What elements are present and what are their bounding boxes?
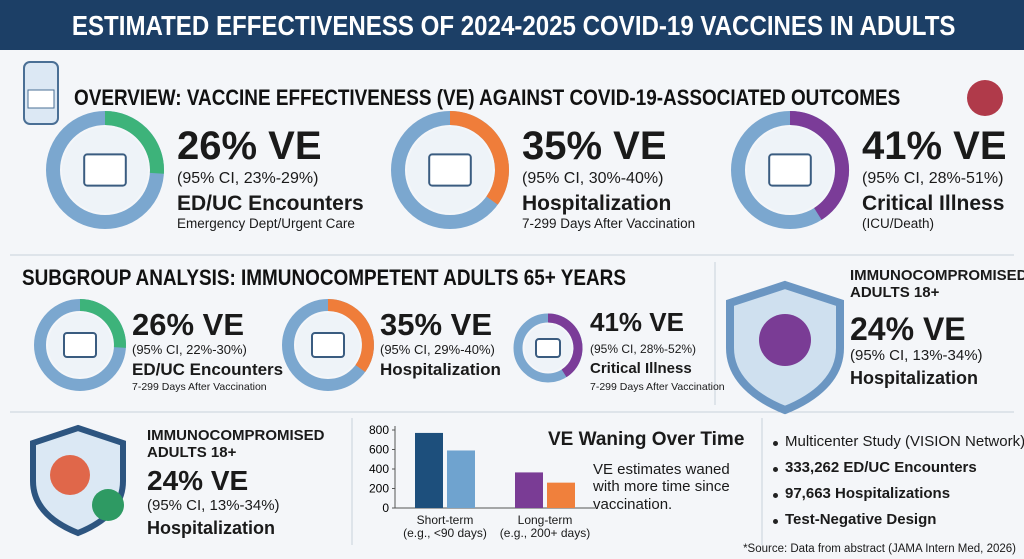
- outcome: Hospitalization: [147, 518, 276, 538]
- note: (ICU/Death): [862, 216, 935, 231]
- donut-arc: [79, 299, 126, 348]
- ve-label: 41% VE: [590, 307, 684, 337]
- section-heading: OVERVIEW: VACCINE EFFECTIVENESS (VE) AGA…: [74, 85, 1024, 110]
- bar: [547, 482, 575, 508]
- ve-label: 41% VE: [862, 124, 1007, 168]
- y-tick-label: 0: [382, 501, 389, 515]
- vial-label: [27, 89, 55, 109]
- title-bar: [0, 0, 1024, 50]
- outcome: Hospitalization: [522, 192, 672, 215]
- bar: [415, 432, 443, 508]
- bullet: [773, 493, 778, 498]
- outcome: ED/UC Encounters: [132, 360, 284, 379]
- study-item: Multicenter Study (VISION Network): [785, 433, 1024, 450]
- icon: [83, 153, 127, 187]
- note: 7-299 Days After Vaccination: [522, 216, 696, 231]
- note: Emergency Dept/Urgent Care: [177, 216, 355, 231]
- heading: IMMUNOCOMPROMISED ADULTS 18+: [147, 427, 325, 461]
- ve-label: 35% VE: [380, 307, 493, 342]
- note: 7-299 Days After Vaccination: [590, 381, 725, 393]
- chart-note: VE estimates waned with more time since …: [593, 461, 730, 513]
- bar: [515, 472, 543, 508]
- y-tick-label: 600: [369, 443, 389, 457]
- ve-label: 35% VE: [522, 124, 667, 168]
- check-icon: [92, 489, 124, 521]
- ve-label: 24% VE: [850, 311, 966, 347]
- x-tick-label: Short-term (e.g., <90 days): [403, 513, 487, 541]
- outcome: ED/UC Encounters: [177, 192, 364, 215]
- ci: (95% CI, 29%-40%): [380, 342, 495, 357]
- donut-arc: [547, 313, 583, 378]
- icon: [428, 153, 472, 187]
- study-item: Test-Negative Design: [785, 511, 937, 528]
- title-text: ESTIMATED EFFECTIVENESS OF 2024-2025 COV…: [71, 10, 956, 41]
- ve-label: 26% VE: [177, 124, 322, 168]
- bar: [447, 450, 475, 508]
- study-item: 97,663 Hospitalizations: [785, 485, 951, 502]
- outcome: Critical Illness: [590, 360, 692, 377]
- ve-label: 24% VE: [147, 465, 249, 496]
- bullet: [773, 519, 778, 524]
- donut-arc: [789, 111, 849, 220]
- heading: IMMUNOCOMPROMISED ADULTS 18+: [850, 267, 1024, 301]
- virus-icon: [759, 314, 811, 366]
- ve-label: 26% VE: [132, 307, 245, 342]
- heading-text: OVERVIEW: VACCINE EFFECTIVENESS (VE) AGA…: [74, 85, 901, 110]
- ci: (95% CI, 13%-34%): [850, 347, 983, 364]
- study-item: 333,262 ED/UC Encounters: [785, 459, 977, 476]
- ci: (95% CI, 22%-30%): [132, 342, 247, 357]
- ci: (95% CI, 28%-52%): [590, 342, 697, 356]
- outcome: Hospitalization: [380, 360, 501, 379]
- section-heading: SUBGROUP ANALYSIS: IMMUNOCOMPETENT ADULT…: [22, 265, 724, 290]
- donut-arc: [327, 299, 374, 373]
- virus-icon: [967, 80, 1003, 116]
- bullet: [773, 441, 778, 446]
- ci: (95% CI, 23%-29%): [177, 170, 319, 187]
- outcome: Critical Illness: [862, 192, 1005, 215]
- donut-arc: [104, 111, 164, 174]
- donut-arc: [449, 111, 509, 205]
- icon: [311, 332, 345, 358]
- source: *Source: Data from abstract (JAMA Intern…: [743, 543, 1016, 555]
- ci: (95% CI, 28%-51%): [862, 170, 1004, 187]
- y-tick-label: 800: [369, 423, 389, 437]
- bullet: [773, 467, 778, 472]
- icon: [63, 332, 97, 358]
- y-tick-label: 200: [369, 482, 389, 496]
- virus-icon: [50, 455, 90, 495]
- outcome: Hospitalization: [850, 368, 979, 388]
- note: 7-299 Days After Vaccination: [132, 381, 267, 393]
- heading-text: SUBGROUP ANALYSIS: IMMUNOCOMPETENT ADULT…: [22, 265, 626, 290]
- ci: (95% CI, 30%-40%): [522, 170, 664, 187]
- x-tick-label: Long-term (e.g., 200+ days): [499, 513, 591, 541]
- ci: (95% CI, 13%-34%): [147, 497, 280, 514]
- y-tick-label: 400: [369, 462, 389, 476]
- icon: [535, 338, 561, 358]
- title: ESTIMATED EFFECTIVENESS OF 2024-2025 COV…: [0, 10, 1024, 42]
- icon: [768, 153, 812, 187]
- chart-title: VE Waning Over Time: [548, 429, 745, 450]
